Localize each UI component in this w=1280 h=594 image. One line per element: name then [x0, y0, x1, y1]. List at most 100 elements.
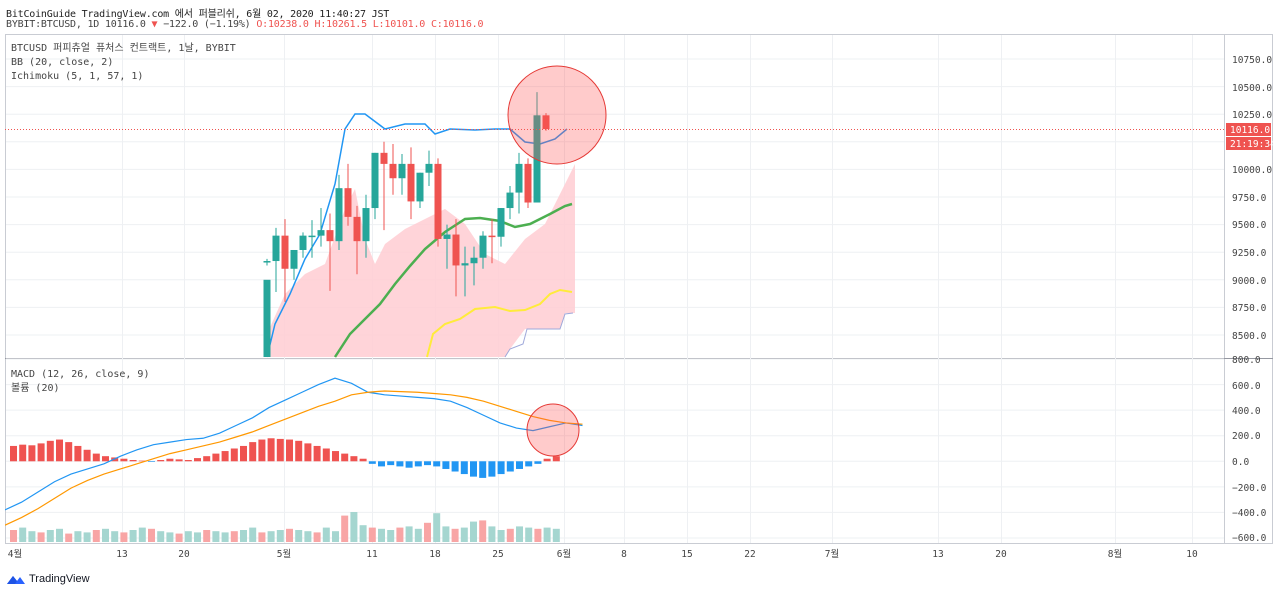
macd-tick: 400.0	[1232, 406, 1261, 417]
volume-bar	[240, 530, 247, 542]
publish-info: BitCoinGuide TradingView.com 에서 퍼블리쉬, 6월…	[6, 9, 390, 20]
candle-body	[389, 163, 397, 179]
legend-macd: MACD (12, 26, close, 9)	[11, 369, 149, 380]
macd-histogram-bar	[258, 439, 266, 462]
macd-histogram-bar	[460, 461, 468, 475]
signal-line	[4, 390, 583, 526]
volume-bar	[460, 527, 468, 542]
volume-bar	[387, 530, 395, 542]
kijun-line	[504, 312, 574, 358]
candle-body	[380, 152, 388, 164]
volume-bar	[111, 531, 119, 542]
volume-bar	[10, 530, 17, 542]
time-tick: 18	[429, 549, 441, 560]
candle-body	[506, 192, 514, 209]
macd-tick: 200.0	[1232, 431, 1261, 442]
volume-bar	[506, 528, 514, 542]
macd-line	[4, 377, 583, 511]
macd-histogram-bar	[212, 453, 220, 462]
volume-bar	[92, 530, 100, 542]
macd-histogram-bar	[138, 460, 146, 462]
macd-histogram-bar	[516, 461, 523, 469]
candle-body	[479, 235, 487, 258]
macd-histogram-bar	[387, 461, 395, 466]
candle-body	[542, 115, 550, 129]
time-tick: 8월	[1108, 548, 1122, 560]
macd-tick: 600.0	[1232, 381, 1261, 392]
candle-body	[326, 230, 334, 242]
macd-histogram-bar	[479, 461, 487, 478]
candle-body	[407, 163, 415, 202]
chart-svg[interactable]: BTCUSD 퍼피츄얼 퓨처스 컨트랙트, 1날, BYBIT BB (20, …	[4, 34, 1276, 566]
macd-histogram-bar	[543, 458, 551, 462]
candle-body	[281, 235, 289, 269]
volume-bar	[332, 531, 339, 542]
volume-bar	[396, 527, 404, 542]
macd-histogram-bar	[552, 456, 560, 462]
time-tick: 4월	[8, 548, 22, 560]
volume-bar	[28, 531, 36, 542]
price-tick: 10500.0	[1232, 83, 1272, 94]
candle-body	[515, 163, 523, 193]
macd-histogram-bar	[488, 461, 496, 477]
macd-histogram-bar	[37, 443, 45, 462]
macd-histogram-bar	[230, 448, 238, 462]
macd-histogram-bar	[396, 461, 404, 467]
volume-bar	[102, 528, 109, 542]
macd-histogram-bar	[148, 461, 155, 462]
candle-body	[263, 261, 271, 263]
volume-bar	[414, 528, 422, 542]
volume-bar	[488, 526, 496, 542]
macd-axis[interactable]: 800.0 600.0 400.0 200.0 0.0 −200.0 −400.…	[1232, 355, 1267, 544]
volume-bar	[276, 530, 284, 542]
candle-body	[353, 216, 361, 242]
volume-bar	[405, 526, 413, 542]
volume-bar	[203, 530, 211, 542]
macd-histogram-bar	[129, 460, 137, 462]
price-axis[interactable]: 10750.0 10500.0 10250.0 10000.0 9750.0 9…	[1232, 55, 1272, 342]
candle-body	[470, 257, 478, 264]
indicator-overlays	[266, 113, 574, 358]
macd-histogram-bar	[65, 442, 73, 462]
macd-histogram-bar	[506, 461, 514, 472]
volume-bar	[497, 530, 505, 542]
time-axis[interactable]: 4월 13 20 5월 11 18 25 6월 8 15 22 7월 13 20…	[8, 548, 1198, 560]
candle-body	[524, 163, 532, 203]
volume-bar	[83, 532, 91, 542]
macd-histogram-bar	[304, 443, 312, 462]
volume-bar	[166, 532, 174, 542]
macd-histogram-bar	[433, 461, 441, 467]
volume-bar	[184, 531, 192, 542]
candle-body	[299, 235, 307, 250]
macd-histogram-bar	[497, 461, 505, 475]
chart-area[interactable]: BTCUSD 퍼피츄얼 퓨처스 컨트랙트, 1날, BYBIT BB (20, …	[4, 34, 1276, 566]
macd-histogram-bar	[350, 456, 358, 462]
volume-bar	[470, 521, 477, 542]
macd-histogram-bar	[10, 445, 17, 462]
macd-histogram-bar	[525, 461, 533, 467]
price-tick: 8500.0	[1232, 331, 1267, 342]
macd-histogram-bar	[194, 458, 201, 462]
volume-bar	[129, 530, 137, 542]
candle-body	[290, 249, 298, 269]
ticker-price: BYBIT:BTCUSD, 1D 10116.0	[6, 19, 146, 30]
candle-body	[317, 230, 325, 236]
grid	[6, 35, 1224, 543]
macd-histogram-bar	[83, 449, 91, 462]
macd-tick: 0.0	[1232, 457, 1249, 468]
macd-histogram-bar	[249, 442, 257, 462]
volume-bar	[304, 531, 312, 542]
ohlc-values: O:10238.0 H:10261.5 L:10101.0 C:10116.0	[256, 19, 484, 30]
macd-highlight-circle	[526, 403, 580, 457]
volume-bar	[175, 533, 183, 542]
macd-tick: 800.0	[1232, 355, 1261, 366]
legend-bb: BB (20, close, 2)	[11, 57, 113, 68]
time-tick: 6월	[557, 548, 571, 560]
tradingview-logo[interactable]: TradingView	[6, 573, 90, 585]
macd-histogram-bar	[184, 460, 192, 462]
macd-histogram-bar	[28, 445, 36, 462]
candle-body	[308, 235, 316, 238]
volume-bar	[120, 532, 128, 542]
macd-histogram-bar	[74, 445, 82, 462]
volume-bar	[267, 531, 275, 542]
